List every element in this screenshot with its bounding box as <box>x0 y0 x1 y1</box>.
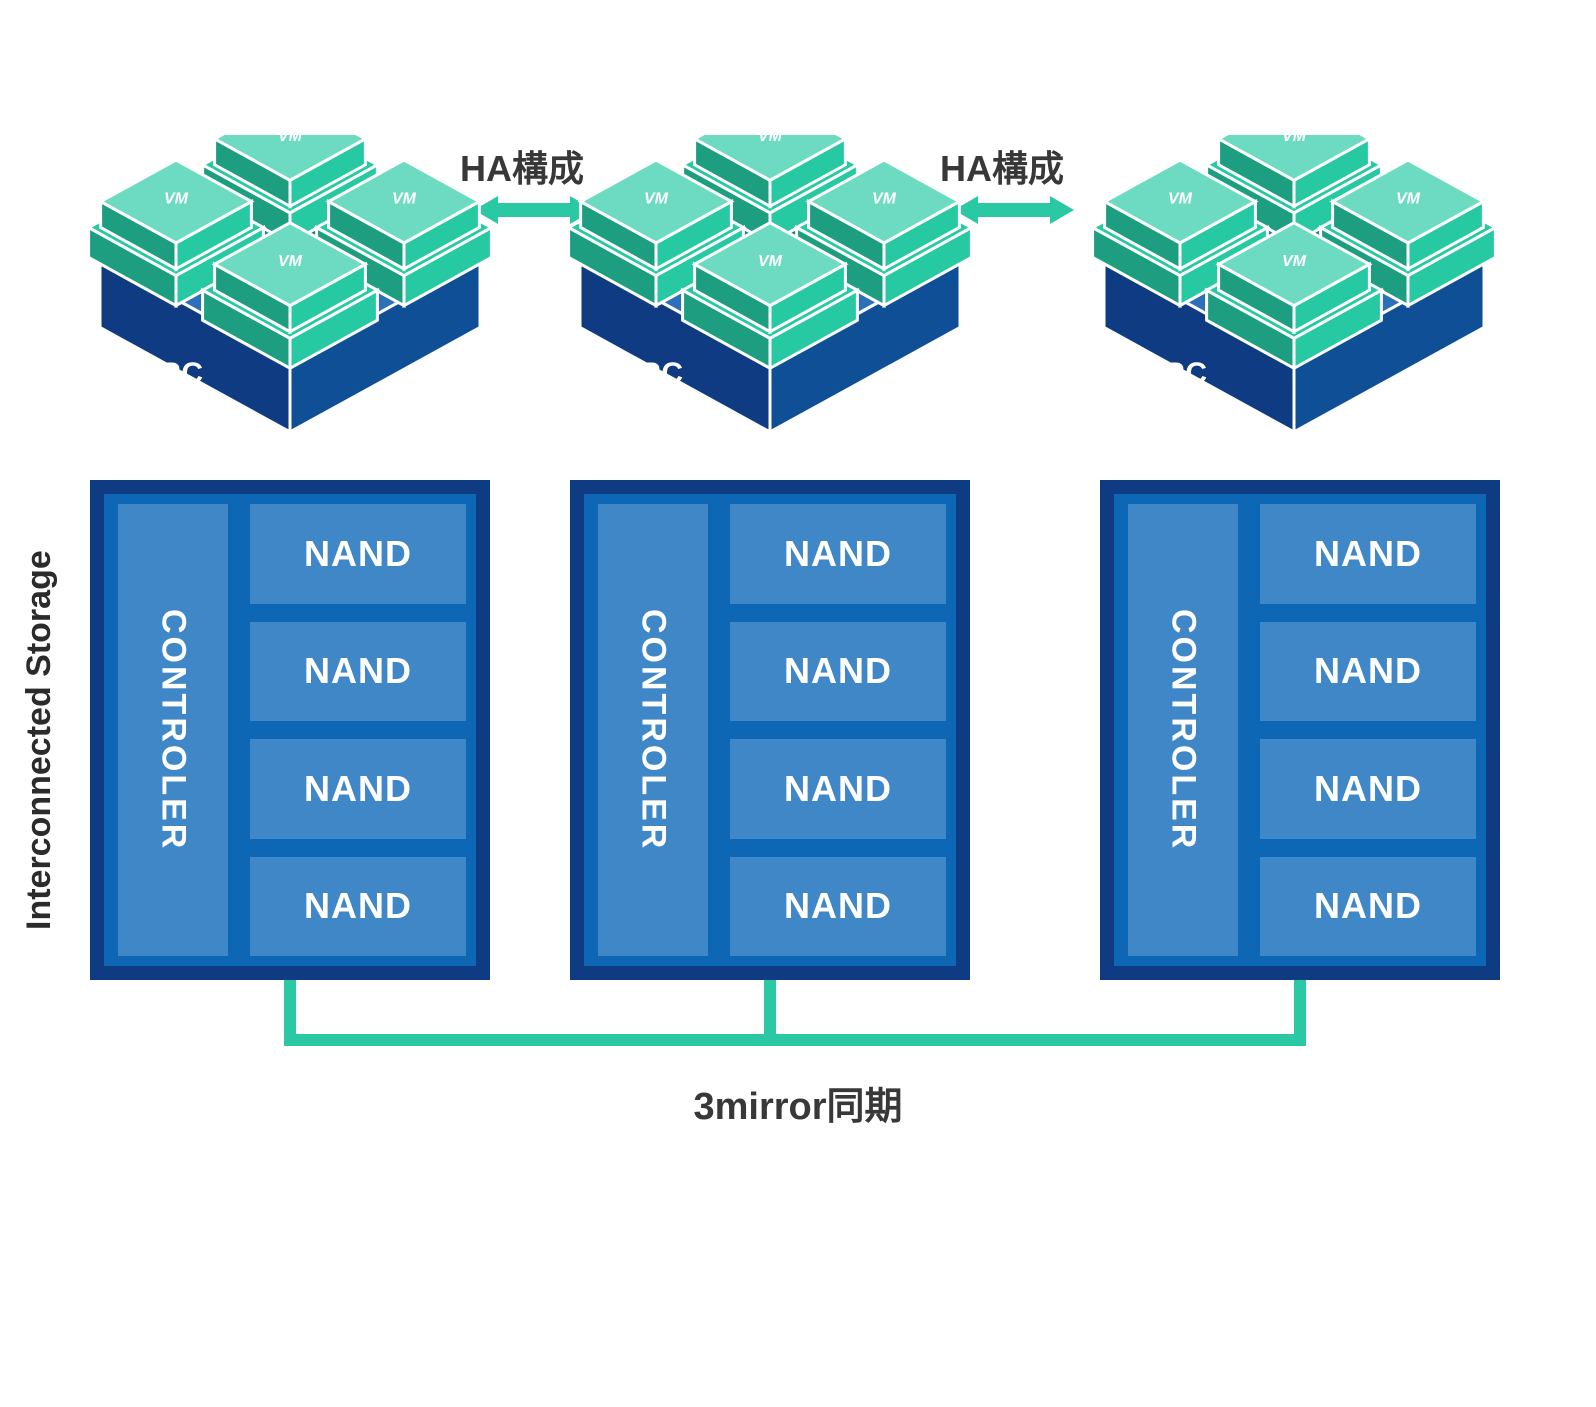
svg-text:VM: VM <box>392 191 417 208</box>
svg-text:VM: VM <box>758 253 783 270</box>
svg-text:VM: VM <box>1282 253 1307 270</box>
side-axis-label: Interconnected Storage <box>20 550 59 930</box>
hrpc-label: HRPC <box>115 357 204 391</box>
hrpc-platform-2: VM VM VM VM HRPC <box>1064 135 1524 475</box>
nand-cell: NAND <box>250 504 466 604</box>
controller-label: CONTROLER <box>118 504 228 956</box>
storage-box-2: CONTROLER NAND NAND NAND NAND <box>1100 480 1500 980</box>
svg-text:VM: VM <box>644 191 669 208</box>
nand-cell: NAND <box>250 739 466 839</box>
nand-cell: NAND <box>730 857 946 957</box>
nand-cell: NAND <box>1260 739 1476 839</box>
nand-cell: NAND <box>730 504 946 604</box>
storage-box-0: CONTROLER NAND NAND NAND NAND <box>90 480 490 980</box>
nand-cell: NAND <box>250 622 466 722</box>
diagram-stage: Interconnected Storage HA構成 HA構成 VMVMVMV… <box>0 0 1596 1407</box>
nand-cell: NAND <box>730 739 946 839</box>
controller-label: CONTROLER <box>1128 504 1238 956</box>
nand-cell: NAND <box>730 622 946 722</box>
svg-text:VM: VM <box>164 191 189 208</box>
svg-text:VM: VM <box>1168 191 1193 208</box>
svg-text:VM: VM <box>872 191 897 208</box>
svg-text:VM: VM <box>278 135 303 145</box>
nand-cell: NAND <box>1260 504 1476 604</box>
hrpc-platform-1: VM VM VM VM HRPC <box>540 135 1000 475</box>
storage-box-1: CONTROLER NAND NAND NAND NAND <box>570 480 970 980</box>
svg-text:VM: VM <box>1282 135 1307 145</box>
controller-label: CONTROLER <box>598 504 708 956</box>
nand-cell: NAND <box>250 857 466 957</box>
nand-cell: NAND <box>1260 857 1476 957</box>
mirror-label: 3mirror同期 <box>0 1075 1596 1130</box>
hrpc-label: HRPC <box>595 357 684 391</box>
svg-text:VM: VM <box>1396 191 1421 208</box>
hrpc-label: HRPC <box>1119 357 1208 391</box>
hrpc-platform-0: VM VM VM VM HRPC <box>60 135 520 475</box>
svg-text:VM: VM <box>278 253 303 270</box>
svg-text:VM: VM <box>758 135 783 145</box>
nand-cell: NAND <box>1260 622 1476 722</box>
